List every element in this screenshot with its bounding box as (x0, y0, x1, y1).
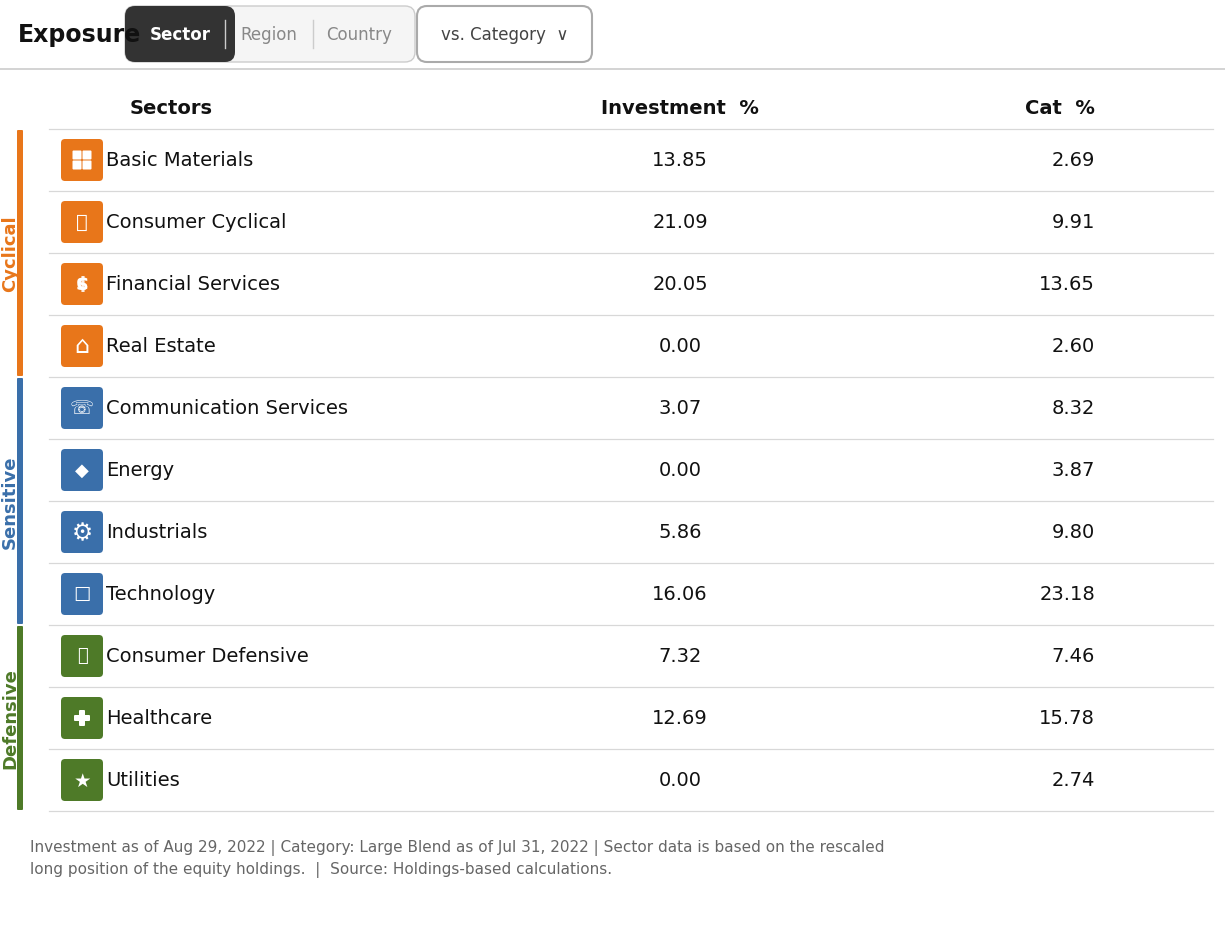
Text: 13.85: 13.85 (652, 151, 708, 171)
FancyBboxPatch shape (72, 151, 82, 160)
Text: 16.06: 16.06 (652, 585, 708, 603)
Text: ⛒: ⛒ (77, 646, 87, 665)
Text: Exposure: Exposure (18, 23, 141, 47)
FancyBboxPatch shape (61, 450, 103, 491)
FancyBboxPatch shape (61, 512, 103, 553)
FancyBboxPatch shape (61, 759, 103, 801)
Text: 13.65: 13.65 (1039, 275, 1095, 294)
FancyBboxPatch shape (61, 574, 103, 616)
FancyBboxPatch shape (61, 325, 103, 368)
Text: Country: Country (326, 26, 392, 44)
FancyBboxPatch shape (17, 378, 23, 624)
Text: Utilities: Utilities (107, 770, 180, 790)
FancyBboxPatch shape (82, 151, 92, 160)
Text: ◆: ◆ (75, 462, 89, 479)
FancyBboxPatch shape (61, 202, 103, 244)
Text: Defensive: Defensive (1, 667, 20, 768)
Text: ⌂: ⌂ (75, 334, 89, 358)
Text: Sectors: Sectors (130, 98, 213, 118)
Text: Investment as of Aug 29, 2022 | Category: Large Blend as of Jul 31, 2022 | Secto: Investment as of Aug 29, 2022 | Category… (29, 839, 884, 855)
Text: ₵: ₵ (76, 275, 88, 294)
Text: Financial Services: Financial Services (107, 275, 281, 294)
Text: 20.05: 20.05 (652, 275, 708, 294)
Text: 3.87: 3.87 (1051, 461, 1095, 480)
Text: ★: ★ (74, 770, 91, 790)
FancyBboxPatch shape (78, 710, 85, 726)
FancyBboxPatch shape (61, 635, 103, 678)
Text: Healthcare: Healthcare (107, 709, 212, 728)
FancyBboxPatch shape (17, 131, 23, 376)
Text: ☐: ☐ (74, 585, 91, 603)
Text: 9.80: 9.80 (1052, 523, 1095, 542)
Text: Basic Materials: Basic Materials (107, 151, 254, 171)
Text: 9.91: 9.91 (1051, 213, 1095, 233)
Text: 21.09: 21.09 (652, 213, 708, 233)
Text: 🚗: 🚗 (76, 212, 88, 231)
FancyBboxPatch shape (61, 140, 103, 182)
Text: ☏: ☏ (70, 399, 94, 418)
FancyBboxPatch shape (61, 697, 103, 739)
Text: 0.00: 0.00 (659, 337, 702, 356)
Text: 2.60: 2.60 (1052, 337, 1095, 356)
Text: 8.32: 8.32 (1051, 399, 1095, 418)
Text: 15.78: 15.78 (1039, 709, 1095, 728)
FancyBboxPatch shape (417, 7, 592, 63)
Text: 7.32: 7.32 (658, 647, 702, 666)
Text: Investment  %: Investment % (601, 98, 760, 118)
Text: Communication Services: Communication Services (107, 399, 348, 418)
FancyBboxPatch shape (74, 716, 89, 721)
Text: Real Estate: Real Estate (107, 337, 216, 356)
Text: 23.18: 23.18 (1039, 585, 1095, 603)
Text: Sensitive: Sensitive (1, 455, 20, 548)
Text: 0.00: 0.00 (659, 770, 702, 790)
Text: 3.07: 3.07 (658, 399, 702, 418)
FancyBboxPatch shape (125, 7, 235, 63)
Text: Cyclical: Cyclical (1, 215, 20, 292)
FancyBboxPatch shape (17, 627, 23, 810)
Text: 2.69: 2.69 (1051, 151, 1095, 171)
FancyBboxPatch shape (72, 161, 82, 171)
Text: Sector: Sector (149, 26, 211, 44)
Text: 2.74: 2.74 (1051, 770, 1095, 790)
FancyBboxPatch shape (61, 263, 103, 306)
Text: 7.46: 7.46 (1051, 647, 1095, 666)
Text: Cat  %: Cat % (1025, 98, 1095, 118)
Text: long position of the equity holdings.  |  Source: Holdings-based calculations.: long position of the equity holdings. | … (29, 861, 612, 877)
Text: 5.86: 5.86 (658, 523, 702, 542)
Text: Technology: Technology (107, 585, 216, 603)
Text: 12.69: 12.69 (652, 709, 708, 728)
Text: Consumer Cyclical: Consumer Cyclical (107, 213, 287, 233)
FancyBboxPatch shape (61, 387, 103, 429)
Text: Energy: Energy (107, 461, 174, 480)
Text: Industrials: Industrials (107, 523, 207, 542)
Text: ⚙: ⚙ (71, 520, 93, 544)
Text: 0.00: 0.00 (659, 461, 702, 480)
Text: Consumer Defensive: Consumer Defensive (107, 647, 309, 666)
Text: $: $ (76, 275, 88, 294)
Text: vs. Category  ∨: vs. Category ∨ (441, 26, 568, 44)
Text: Region: Region (240, 26, 298, 44)
FancyBboxPatch shape (125, 7, 415, 63)
FancyBboxPatch shape (82, 161, 92, 171)
